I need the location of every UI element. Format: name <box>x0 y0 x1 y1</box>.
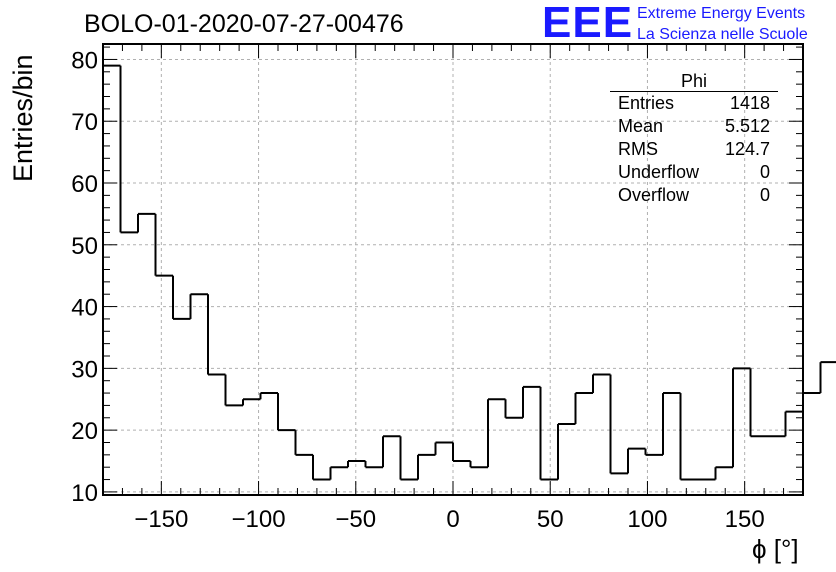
stats-row-rms: RMS 124.7 <box>610 138 778 161</box>
stats-title: Phi <box>610 71 778 92</box>
stats-label: Mean <box>618 116 664 136</box>
stats-value: 5.512 <box>724 116 770 136</box>
y-tick-label: 10 <box>71 480 98 507</box>
logo-caption: Extreme Energy Events La Scienza nelle S… <box>637 3 808 45</box>
y-tick-label: 20 <box>71 418 98 445</box>
x-tick-label: 50 <box>537 506 564 533</box>
y-tick-label: 30 <box>71 356 98 383</box>
chart-title: BOLO-01-2020-07-27-00476 <box>84 10 404 38</box>
x-tick-label: 0 <box>446 506 459 533</box>
stats-value: 124.7 <box>724 139 770 159</box>
x-tick-label: 150 <box>725 506 765 533</box>
y-tick-label: 70 <box>71 109 98 136</box>
x-axis-label: ϕ [°] <box>752 534 799 564</box>
x-tick-label: 100 <box>627 506 667 533</box>
y-tick-label: 40 <box>71 295 98 322</box>
logo-line-2: La Scienza nelle Scuole <box>637 26 808 43</box>
stats-row-entries: Entries 1418 <box>610 92 778 115</box>
y-tick-label: 50 <box>71 233 98 260</box>
y-tick-label: 60 <box>71 171 98 198</box>
stats-label: Overflow <box>618 185 690 205</box>
stats-value: 1418 <box>729 93 770 113</box>
stats-label: RMS <box>618 139 658 159</box>
logo-line-1: Extreme Energy Events <box>637 5 806 22</box>
y-axis-label: Entries/bin <box>8 54 38 182</box>
x-tick-label: −150 <box>134 506 188 533</box>
eee-logo: EEE <box>542 0 634 47</box>
x-tick-label: −50 <box>335 506 376 533</box>
x-tick-label: −100 <box>232 506 286 533</box>
stats-row-mean: Mean 5.512 <box>610 115 778 138</box>
stats-value: 0 <box>759 185 770 205</box>
stats-box: Phi Entries 1418 Mean 5.512 RMS 124.7 Un… <box>610 71 778 207</box>
y-tick-label: 80 <box>71 47 98 74</box>
stats-label: Entries <box>618 93 675 113</box>
stats-row-underflow: Underflow 0 <box>610 161 778 184</box>
stats-row-overflow: Overflow 0 <box>610 184 778 207</box>
stats-value: 0 <box>759 162 770 182</box>
stats-label: Underflow <box>618 162 700 182</box>
